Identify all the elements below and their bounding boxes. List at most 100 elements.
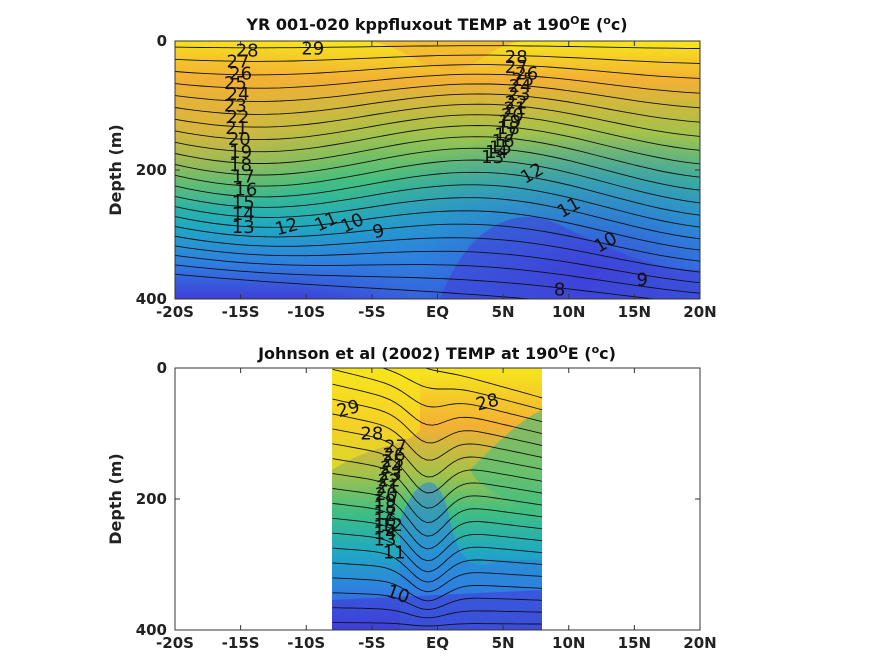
contour-label: 22 <box>377 471 400 492</box>
contour-line <box>175 147 700 191</box>
x-tick-label: 15N <box>618 634 651 652</box>
contour-label: 22 <box>227 107 250 128</box>
contour-label: 21 <box>225 118 248 139</box>
y-tick-label: 200 <box>136 161 167 179</box>
contour-line <box>332 368 542 423</box>
panel-1-contours <box>175 45 700 299</box>
contour-label: 14 <box>485 142 508 163</box>
contour-label: 21 <box>503 99 526 120</box>
contour-label: 17 <box>232 166 255 187</box>
contour-line <box>175 103 700 137</box>
x-tick-label: 5N <box>492 303 515 321</box>
contour-label: 18 <box>229 155 252 176</box>
panel-1: YR 001-020 kppfluxout TEMP at 190OE (oc)… <box>106 14 717 322</box>
contour-label: 17 <box>494 125 517 146</box>
contour-label: 25 <box>511 70 534 91</box>
contour-label: 11 <box>383 543 406 564</box>
contour-line <box>175 184 700 228</box>
contour-line <box>332 577 542 602</box>
contour-label: 16 <box>374 510 397 531</box>
contour-line <box>332 458 542 509</box>
contour-label: 25 <box>224 73 247 94</box>
contour-line <box>332 607 542 619</box>
contour-label: 25 <box>381 451 404 472</box>
panel-2-y-axis: 0 200 400 <box>136 359 700 639</box>
x-tick-label: -5S <box>358 303 385 321</box>
x-tick-label: -5S <box>358 634 385 652</box>
contour-label: 18 <box>374 497 397 518</box>
contour-line <box>332 398 542 446</box>
contour-label: 27 <box>384 437 407 458</box>
contour-line <box>175 159 700 204</box>
contour-line <box>332 532 542 573</box>
contour-label: 23 <box>507 84 530 105</box>
contour-label: 13 <box>232 217 255 238</box>
x-tick-label: -15S <box>222 303 260 321</box>
panel-1-field <box>175 41 700 299</box>
panel-1-title: YR 001-020 kppfluxout TEMP at 190OE (oc) <box>245 14 627 35</box>
contour-line <box>332 473 542 524</box>
x-tick-label: -15S <box>222 634 260 652</box>
contour-label: 12 <box>380 515 403 536</box>
contour-line <box>332 413 542 461</box>
contour-label: 18 <box>497 118 520 139</box>
contour-label: 8 <box>554 279 565 300</box>
contour-line <box>175 136 700 178</box>
contour-line <box>175 54 700 64</box>
contour-line <box>332 592 542 610</box>
contour-line <box>175 223 700 262</box>
x-tick-label: 20N <box>683 303 716 321</box>
contour-label: 28 <box>360 424 383 445</box>
contour-line <box>332 502 542 550</box>
x-tick-label: 5N <box>492 634 515 652</box>
contour-label: 16 <box>234 179 257 200</box>
contour-label: 19 <box>229 142 252 163</box>
contour-label: 13 <box>374 530 397 551</box>
contour-line <box>175 73 700 94</box>
contour-label: 16 <box>492 131 515 152</box>
y-tick-label: 400 <box>136 290 167 308</box>
contour-line <box>175 264 659 299</box>
contour-line <box>381 368 542 411</box>
contour-label: 13 <box>481 147 504 168</box>
contour-label: 23 <box>224 96 247 117</box>
panel-1-ylabel: Depth (m) <box>106 124 125 216</box>
contour-label: 17 <box>374 503 397 524</box>
contour-label: 15 <box>232 192 255 213</box>
contour-label: 27 <box>505 57 528 78</box>
y-tick-label: 400 <box>136 621 167 639</box>
contour-line <box>175 171 700 216</box>
panel-2-contour-labels: 2928282726252423222120191817161514131211… <box>335 389 502 608</box>
y-tick-label: 0 <box>157 359 167 377</box>
panel-1-y-axis: 0 200 400 <box>136 32 700 308</box>
contour-line <box>332 443 542 494</box>
contour-label: 14 <box>374 523 397 544</box>
x-tick-label: 10N <box>552 634 585 652</box>
x-tick-label: 15N <box>618 303 651 321</box>
contour-label: 28 <box>236 41 259 62</box>
contour-label: 20 <box>501 105 524 126</box>
contour-label: 9 <box>637 270 648 291</box>
y-tick-label: 0 <box>157 32 167 50</box>
contour-label: 26 <box>229 63 252 84</box>
y-tick-label: 200 <box>136 490 167 508</box>
x-tick-label: 20N <box>683 634 716 652</box>
contour-line <box>175 64 700 79</box>
contour-label: 19 <box>498 112 521 133</box>
contour-label: 14 <box>232 204 255 225</box>
panel-2-ylabel: Depth (m) <box>106 453 125 545</box>
panel-2-x-axis: -20S -15S -10S -5S EQ 5N 10N 15N 20N <box>156 368 717 652</box>
x-tick-label: -10S <box>287 634 325 652</box>
contour-line <box>332 428 542 478</box>
contour-label: 9 <box>370 220 386 243</box>
contour-line <box>175 125 700 165</box>
contour-line <box>175 245 700 284</box>
contour-label: 26 <box>515 63 538 84</box>
contour-label: 24 <box>380 458 403 479</box>
contour-label: 15 <box>489 137 512 158</box>
x-tick-label: -20S <box>156 303 194 321</box>
contour-line <box>332 488 542 537</box>
x-tick-label: EQ <box>426 634 449 652</box>
contour-line <box>332 547 542 583</box>
